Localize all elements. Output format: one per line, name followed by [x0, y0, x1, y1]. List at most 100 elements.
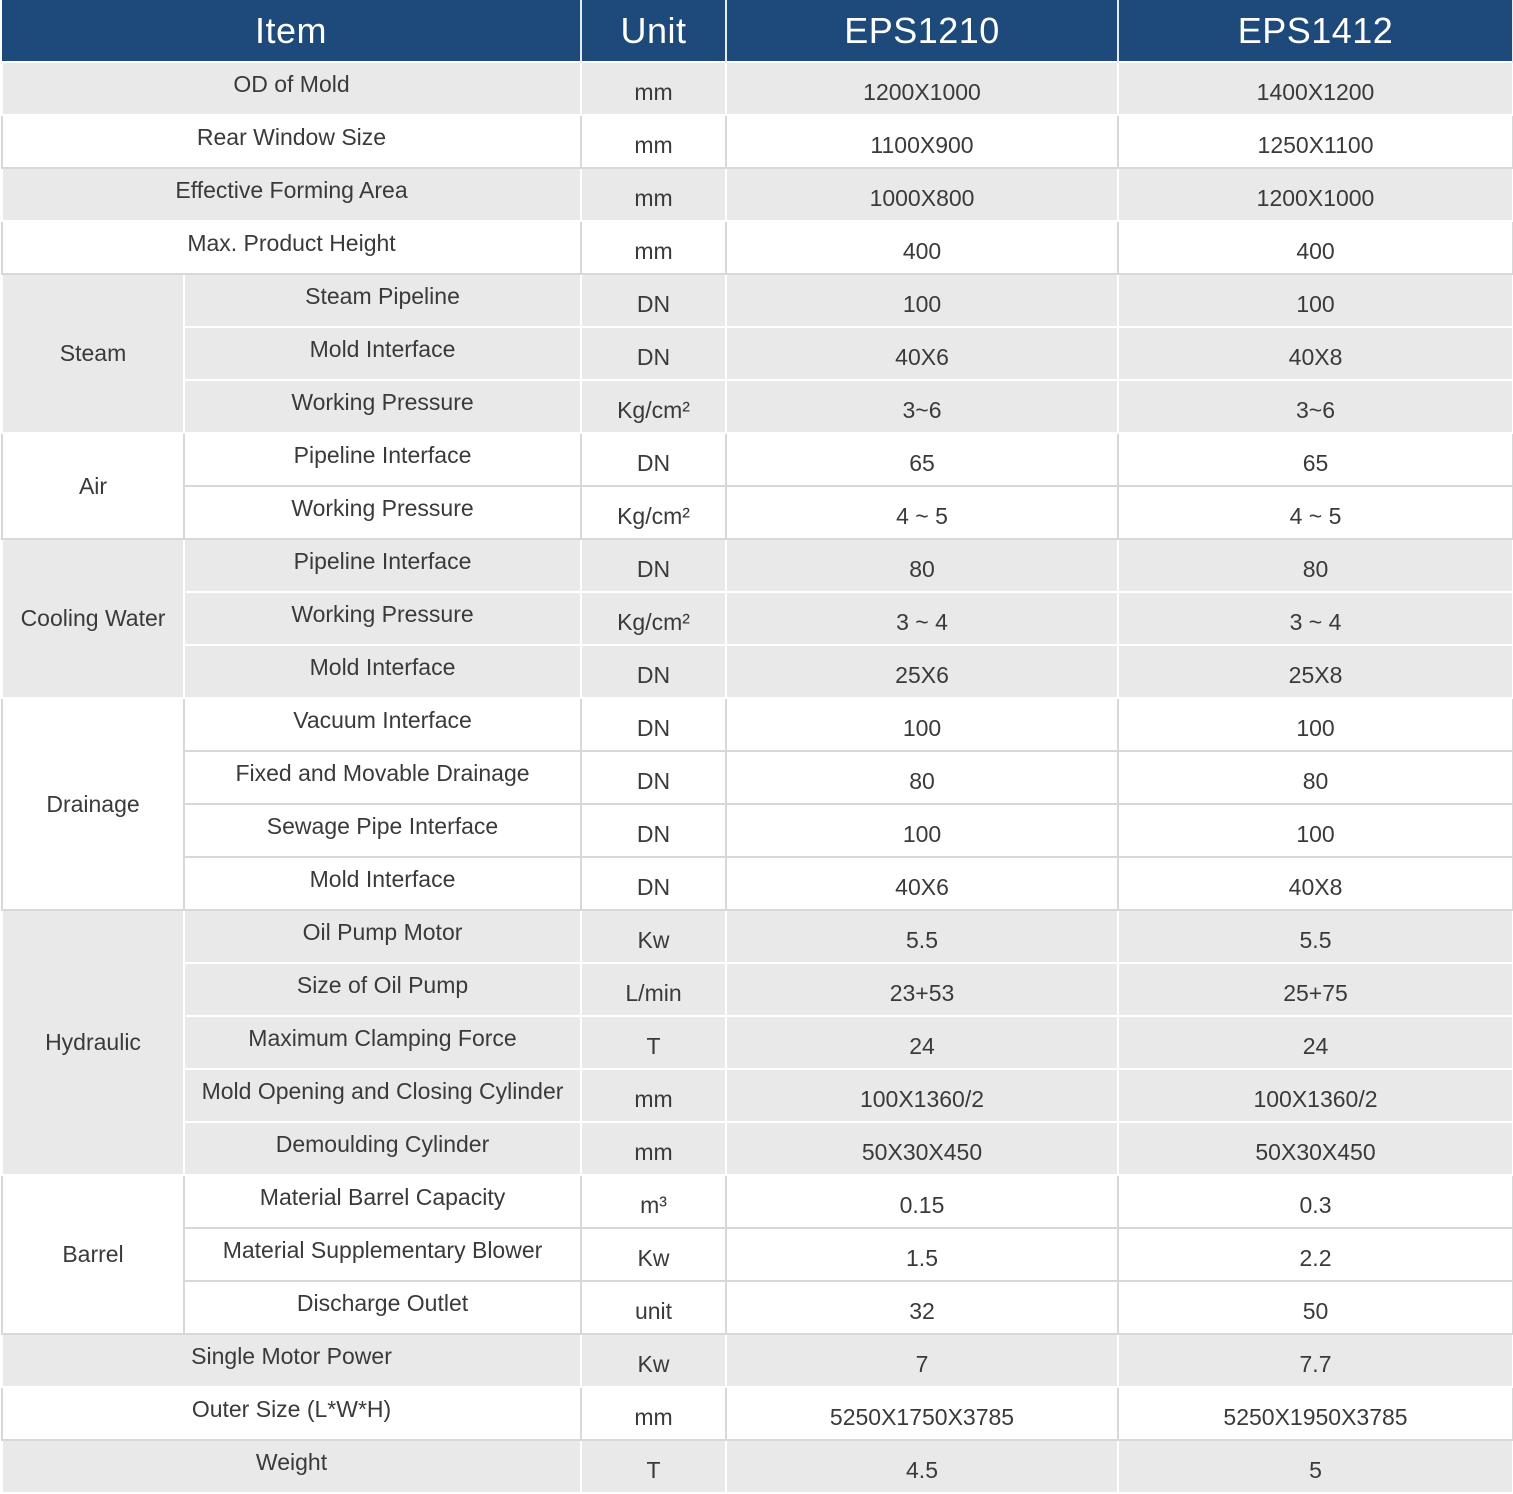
item-label: Maximum Clamping Force	[182, 1015, 583, 1070]
eps1210-value: 40X6	[725, 326, 1120, 381]
unit-cell: Kg/cm²	[580, 379, 728, 434]
eps1210-value: 100X1360/2	[725, 1068, 1120, 1123]
table-row: Demoulding Cylinder mm 50X30X450 50X30X4…	[2, 1121, 1513, 1176]
table-row: Working Pressure Kg/cm² 3~6 3~6	[2, 379, 1513, 434]
header-row: Item Unit EPS1210 EPS1412	[2, 0, 1513, 62]
eps1210-value: 1100X900	[725, 114, 1120, 169]
item-label: Weight	[0, 1439, 583, 1494]
unit-cell: mm	[580, 1121, 728, 1176]
item-label: Working Pressure	[182, 485, 583, 540]
eps1210-value: 24	[725, 1015, 1120, 1070]
table-row: Air Pipeline Interface DN 65 65	[1, 432, 1513, 540]
eps1210-value: 3~6	[725, 379, 1120, 434]
table-row: Working Pressure Kg/cm² 3 ~ 4 3 ~ 4	[2, 591, 1513, 646]
table-row: Steam Steam Pipeline DN 100 100	[1, 273, 1513, 434]
item-label: Vacuum Interface	[182, 697, 583, 752]
item-label: Working Pressure	[182, 379, 583, 434]
header-item: Item	[2, 0, 583, 62]
unit-cell: DN	[580, 697, 728, 752]
table-row: Material Supplementary Blower Kw 1.5 2.2	[2, 1227, 1513, 1282]
eps1412-value: 40X8	[1117, 326, 1513, 381]
unit-cell: DN	[580, 750, 728, 805]
eps1412-value: 50X30X450	[1117, 1121, 1513, 1176]
table-row: Sewage Pipe Interface DN 100 100	[2, 803, 1513, 858]
unit-cell: mm	[580, 114, 728, 169]
table-row: Discharge Outlet unit 32 50	[2, 1280, 1513, 1335]
eps1210-value: 4.5	[725, 1439, 1120, 1494]
eps1412-value: 25X8	[1117, 644, 1513, 699]
eps1210-value: 100	[725, 697, 1120, 752]
item-label: Oil Pump Motor	[182, 909, 583, 964]
group-label-drainage: Drainage	[1, 697, 185, 911]
eps1412-value: 80	[1117, 538, 1513, 593]
eps1210-value: 3 ~ 4	[725, 591, 1120, 646]
eps1210-value: 80	[725, 750, 1120, 805]
eps1210-value: 100	[725, 273, 1120, 328]
table-row: Size of Oil Pump L/min 23+53 25+75	[2, 962, 1513, 1017]
unit-cell: DN	[580, 803, 728, 858]
eps1210-value: 1000X800	[725, 167, 1120, 222]
eps1210-value: 80	[725, 538, 1120, 593]
unit-cell: Kw	[580, 909, 728, 964]
eps1412-value: 65	[1117, 432, 1513, 487]
unit-cell: m³	[580, 1174, 728, 1229]
eps1412-value: 1250X1100	[1117, 114, 1513, 169]
unit-cell: unit	[580, 1280, 728, 1335]
item-label: Size of Oil Pump	[182, 962, 583, 1017]
unit-cell: DN	[580, 273, 728, 328]
unit-cell: mm	[580, 167, 728, 222]
eps1412-value: 400	[1117, 220, 1513, 275]
eps1412-value: 7.7	[1117, 1333, 1513, 1388]
group-label-steam: Steam	[1, 273, 185, 434]
eps1412-value: 5.5	[1117, 909, 1513, 964]
eps1412-value: 4 ~ 5	[1117, 485, 1513, 540]
item-label: Pipeline Interface	[182, 432, 583, 487]
table-row: Fixed and Movable Drainage DN 80 80	[2, 750, 1513, 805]
eps1412-value: 25+75	[1117, 962, 1513, 1017]
eps1210-value: 4 ~ 5	[725, 485, 1120, 540]
eps1412-value: 3 ~ 4	[1117, 591, 1513, 646]
eps1210-value: 100	[725, 803, 1120, 858]
item-label: Pipeline Interface	[182, 538, 583, 593]
item-label: Mold Interface	[182, 644, 583, 699]
item-label: Effective Forming Area	[0, 167, 583, 222]
eps1412-value: 5250X1950X3785	[1117, 1386, 1513, 1441]
table-row: Drainage Vacuum Interface DN 100 100	[1, 697, 1513, 911]
unit-cell: T	[580, 1015, 728, 1070]
group-label-barrel: Barrel	[1, 1174, 185, 1335]
eps1412-value: 50	[1117, 1280, 1513, 1335]
unit-cell: DN	[580, 432, 728, 487]
unit-cell: Kw	[580, 1333, 728, 1388]
eps1210-value: 40X6	[725, 856, 1120, 911]
item-label: Mold Interface	[182, 326, 583, 381]
unit-cell: DN	[580, 856, 728, 911]
item-label: Mold Interface	[182, 856, 583, 911]
table-row: Barrel Material Barrel Capacity m³ 0.15 …	[1, 1174, 1513, 1335]
table-row: Maximum Clamping Force T 24 24	[2, 1015, 1513, 1070]
eps1412-value: 1200X1000	[1117, 167, 1513, 222]
unit-cell: mm	[580, 1068, 728, 1123]
item-label: Max. Product Height	[0, 220, 583, 275]
table-row: Mold Interface DN 40X6 40X8	[2, 326, 1513, 381]
table-row: Outer Size (L*W*H) mm 5250X1750X3785 525…	[0, 1386, 1513, 1441]
item-label: Material Supplementary Blower	[182, 1227, 583, 1282]
item-label: Working Pressure	[182, 591, 583, 646]
eps1412-value: 5	[1117, 1439, 1513, 1494]
eps1210-value: 65	[725, 432, 1120, 487]
eps1210-value: 400	[725, 220, 1120, 275]
eps1210-value: 1.5	[725, 1227, 1120, 1282]
item-label: Steam Pipeline	[182, 273, 583, 328]
unit-cell: Kg/cm²	[580, 485, 728, 540]
eps1412-value: 3~6	[1117, 379, 1513, 434]
table-row: Hydraulic Oil Pump Motor Kw 5.5 5.5	[1, 909, 1513, 1176]
table-row: Rear Window Size mm 1100X900 1250X1100	[0, 114, 1513, 169]
unit-cell: DN	[580, 538, 728, 593]
table-row: OD of Mold mm 1200X1000 1400X1200	[0, 61, 1513, 116]
eps1412-value: 1400X1200	[1117, 61, 1513, 116]
eps1210-value: 23+53	[725, 962, 1120, 1017]
group-label-hydraulic: Hydraulic	[1, 909, 185, 1176]
eps1412-value: 24	[1117, 1015, 1513, 1070]
table-row: Mold Interface DN 25X6 25X8	[2, 644, 1513, 699]
item-label: Outer Size (L*W*H)	[0, 1386, 583, 1441]
